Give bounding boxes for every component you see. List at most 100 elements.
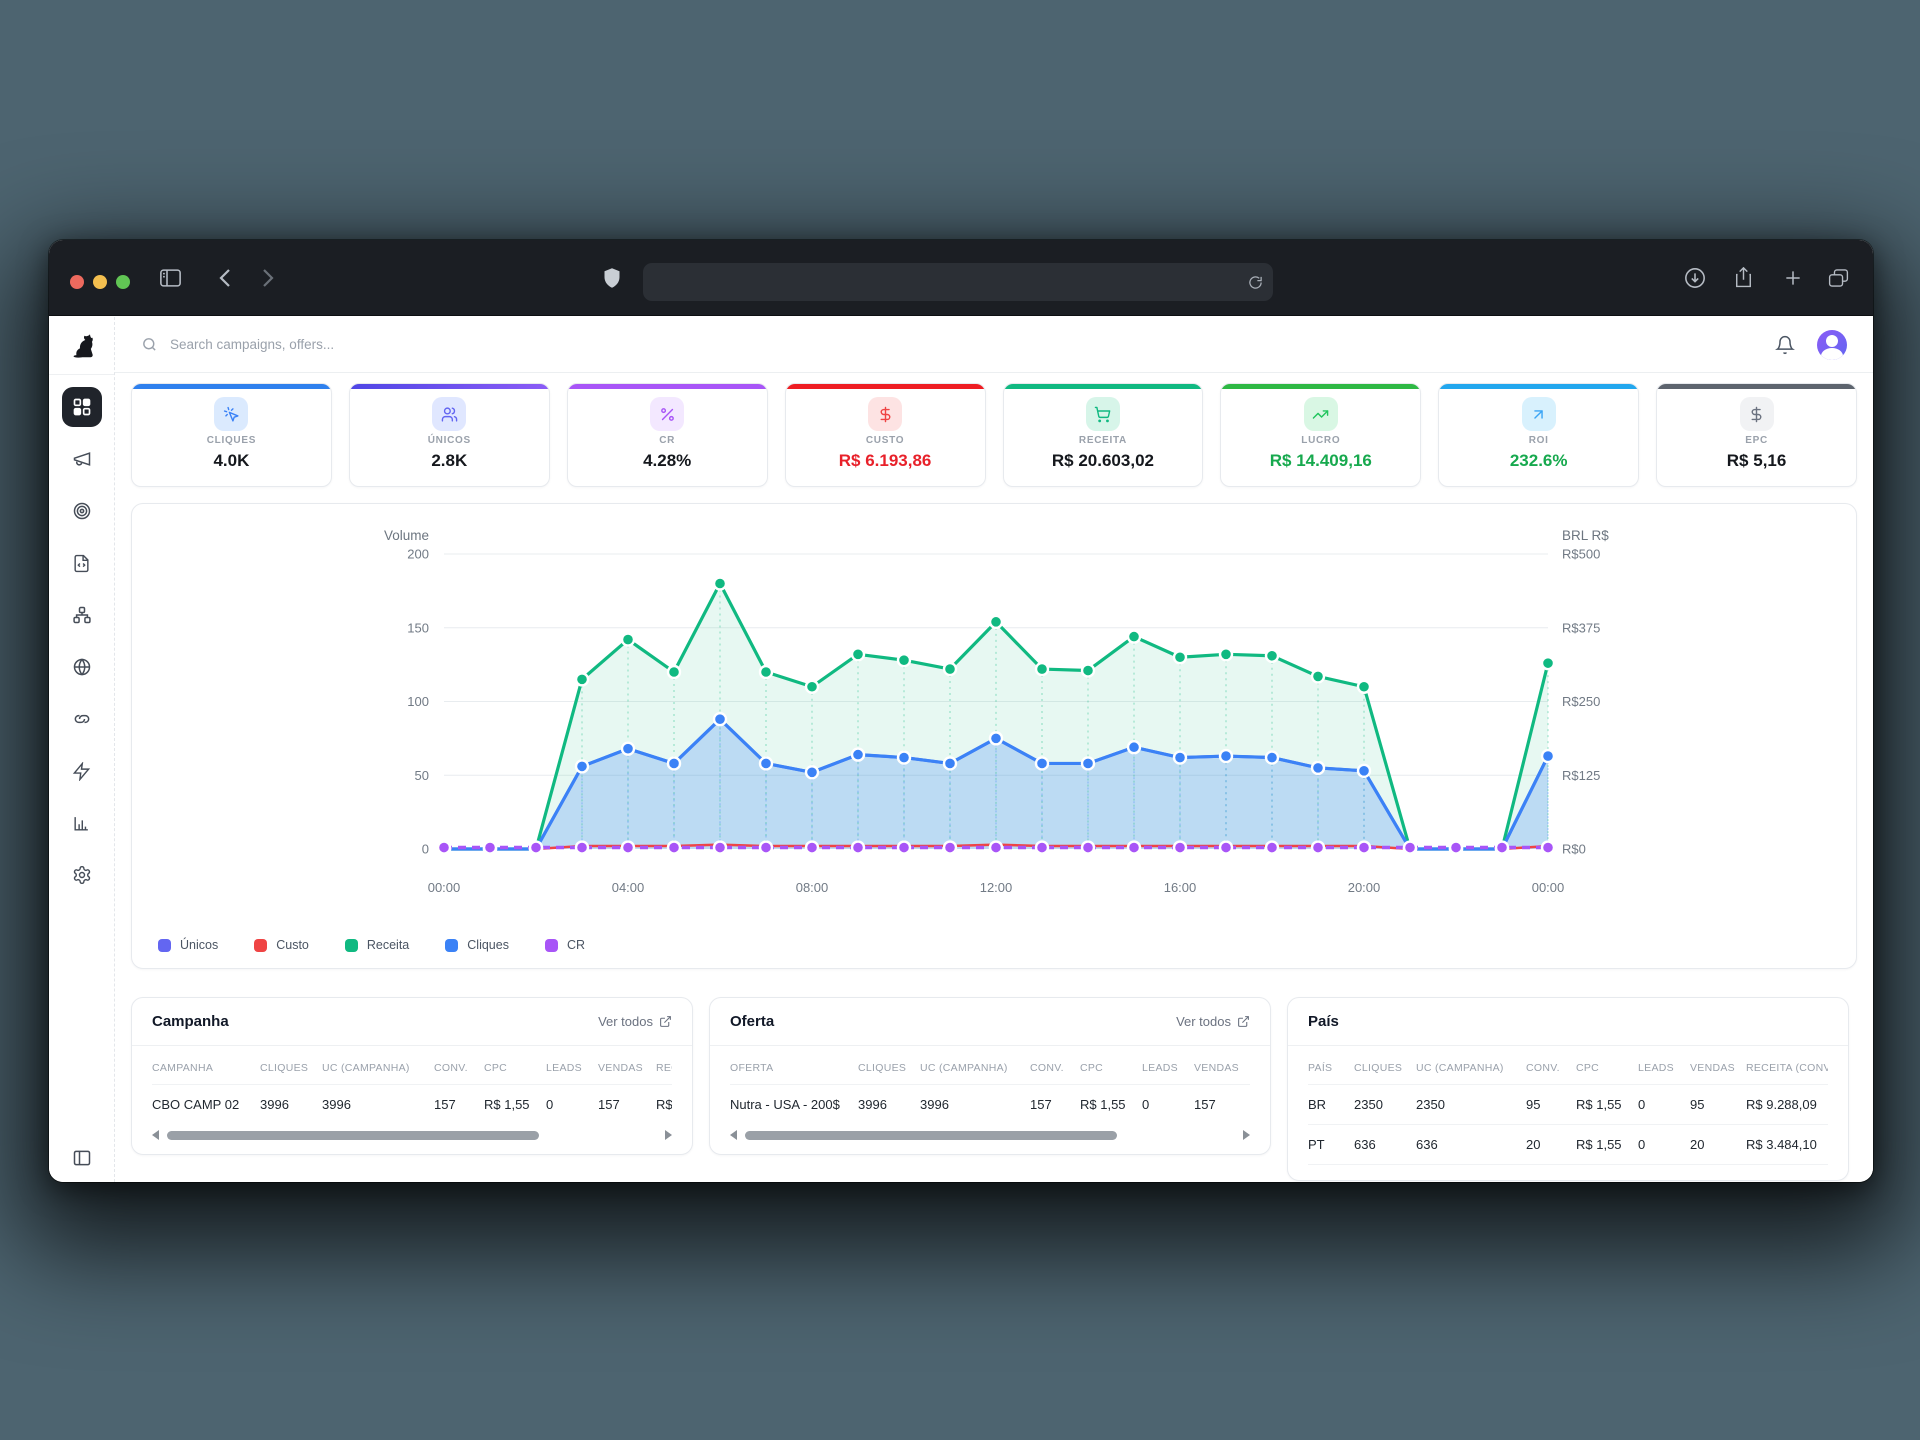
kpi-card-custo[interactable]: CUSTO R$ 6.193,86	[784, 383, 986, 487]
minimize-light[interactable]	[93, 275, 107, 289]
sidebar-item-campaigns[interactable]	[62, 439, 102, 479]
table-cell: 20	[1526, 1137, 1541, 1152]
sidebar-item-automations-zap[interactable]	[62, 751, 102, 791]
column-header: CONV.	[1030, 1062, 1064, 1074]
table-cell: Nutra - USA - 200$	[730, 1097, 840, 1112]
ver-todos-link[interactable]: Ver todos	[598, 1014, 672, 1029]
table-row[interactable]: Nutra - USA - 200$ 3996 3996 157 R$ 1,55 0 157	[730, 1084, 1250, 1124]
sidebar-nav	[61, 375, 102, 895]
browser-titlebar	[49, 240, 1873, 316]
sidebar-item-domains-globe[interactable]	[62, 647, 102, 687]
horizontal-scrollbar[interactable]	[730, 1124, 1250, 1144]
legend-item-receita[interactable]: Receita	[344, 938, 410, 952]
svg-text:R$250: R$250	[1562, 694, 1600, 709]
tab-overview-icon[interactable]	[1821, 240, 1855, 316]
kpi-value: 232.6%	[1509, 451, 1568, 470]
kpi-card-receita[interactable]: RECEITA R$ 20.603,02	[1002, 383, 1204, 487]
global-search[interactable]	[141, 336, 1775, 353]
table-column-headers: PAÍS CLIQUES UC (CAMPANHA) CONV. CPC LEADS VEN…	[1308, 1050, 1828, 1084]
avatar[interactable]	[1817, 329, 1847, 360]
sidebar-item-dashboard[interactable]	[61, 387, 102, 427]
svg-text:50: 50	[415, 768, 429, 783]
kpi-card-cliques[interactable]: CLIQUES 4.0K	[131, 383, 332, 487]
forward-icon[interactable]	[254, 240, 282, 316]
search-input[interactable]	[170, 337, 590, 352]
column-header: CLIQUES	[858, 1062, 907, 1074]
share-icon[interactable]	[1727, 240, 1759, 316]
sidebar-item-landers[interactable]	[62, 543, 102, 583]
scrollbar-thumb[interactable]	[167, 1130, 540, 1140]
url-bar[interactable]	[643, 263, 1273, 301]
svg-text:12:00: 12:00	[980, 880, 1013, 895]
kpi-card-únicos[interactable]: ÚNICOS 2.8K	[348, 383, 550, 487]
svg-text:04:00: 04:00	[612, 880, 645, 895]
table-cell: 636	[1354, 1137, 1376, 1152]
legend-item-únicos[interactable]: Únicos	[158, 938, 218, 952]
svg-text:0: 0	[422, 842, 429, 857]
kpi-card-lucro[interactable]: LUCRO R$ 14.409,16	[1220, 383, 1422, 487]
column-header: CONV.	[434, 1062, 468, 1074]
table-row[interactable]: PT 636 636 20 R$ 1,55 0 20 R$ 3.484,10	[1308, 1124, 1828, 1164]
scroll-left-icon[interactable]	[730, 1130, 737, 1140]
back-icon[interactable]	[211, 240, 239, 316]
users-icon	[432, 397, 467, 431]
legend-item-cr[interactable]: CR	[544, 938, 585, 952]
legend-item-custo[interactable]: Custo	[254, 938, 309, 952]
bell-icon[interactable]	[1775, 335, 1795, 355]
legend-label: Cliques	[467, 938, 509, 952]
chart-legend: Únicos Custo Receita Cliques CR	[158, 938, 585, 952]
table-cell: 3996	[858, 1097, 887, 1112]
svg-text:R$500: R$500	[1562, 547, 1600, 562]
kpi-label: CUSTO	[865, 435, 905, 446]
scroll-left-icon[interactable]	[152, 1130, 159, 1140]
kpi-label: CLIQUES	[206, 435, 257, 446]
scrollbar-thumb[interactable]	[745, 1130, 1118, 1140]
table-column-headers: CAMPANHA CLIQUES UC (CAMPANHA) CONV. CPC LEAD…	[152, 1050, 672, 1084]
table-row[interactable]: BR 2350 2350 95 R$ 1,55 0 95 R$ 9.288,09	[1308, 1084, 1828, 1124]
svg-text:08:00: 08:00	[796, 880, 829, 895]
legend-item-cliques[interactable]: Cliques	[445, 938, 509, 952]
sidebar-item-flows[interactable]	[62, 595, 102, 635]
legend-swatch	[344, 938, 358, 952]
reload-icon[interactable]	[1248, 275, 1263, 290]
kpi-card-roi[interactable]: ROI 232.6%	[1438, 383, 1640, 487]
table-cell: 636	[1416, 1137, 1438, 1152]
sidebar-item-reports-chart[interactable]	[62, 803, 102, 843]
svg-text:20:00: 20:00	[1348, 880, 1381, 895]
arrowur-icon	[1521, 397, 1556, 431]
download-icon[interactable]	[1679, 240, 1711, 316]
dog-logo[interactable]	[49, 317, 114, 375]
column-header: CLIQUES	[1354, 1062, 1403, 1074]
kpi-card-epc[interactable]: EPC R$ 5,16	[1656, 383, 1857, 487]
table-cell: 2350	[1354, 1097, 1383, 1112]
sidebar-item-settings-gear[interactable]	[62, 855, 102, 895]
column-header: CAMPANHA	[152, 1062, 214, 1074]
cart-icon	[1085, 397, 1120, 431]
horizontal-scrollbar[interactable]	[152, 1124, 672, 1144]
shield-icon[interactable]	[597, 240, 627, 316]
collapse-sidebar-icon[interactable]	[49, 1148, 114, 1168]
ver-todos-link[interactable]: Ver todos	[1176, 1014, 1250, 1029]
sidebar-item-offers-target[interactable]	[62, 491, 102, 531]
column-header: LEADS	[1638, 1062, 1674, 1074]
browser-window: CLIQUES 4.0K ÚNICOS 2.8K CR 4.28% CUSTO R$ 6.19…	[49, 240, 1873, 1182]
close-light[interactable]	[70, 275, 84, 289]
column-header: LEADS	[546, 1062, 582, 1074]
column-header: CPC	[484, 1062, 508, 1074]
svg-text:16:00: 16:00	[1164, 880, 1197, 895]
table-row[interactable]: CBO CAMP 02 3996 3996 157 R$ 1,55 0 157 R$	[152, 1084, 672, 1124]
kpi-card-cr[interactable]: CR 4.28%	[566, 383, 768, 487]
new-tab-icon[interactable]	[1777, 240, 1809, 316]
table-cell: R$ 3.484,10	[1746, 1137, 1817, 1152]
sidebar-toggle-icon[interactable]	[155, 240, 185, 316]
zoom-light[interactable]	[116, 275, 130, 289]
url-input[interactable]	[643, 274, 1248, 290]
sidebar-item-links-chain[interactable]	[62, 699, 102, 739]
scroll-right-icon[interactable]	[665, 1130, 672, 1140]
svg-text:R$125: R$125	[1562, 768, 1600, 783]
legend-swatch	[254, 938, 268, 952]
column-header: OFERTA	[730, 1062, 774, 1074]
table-cell: 3996	[322, 1097, 351, 1112]
scroll-right-icon[interactable]	[1243, 1130, 1250, 1140]
legend-label: Receita	[366, 938, 410, 952]
